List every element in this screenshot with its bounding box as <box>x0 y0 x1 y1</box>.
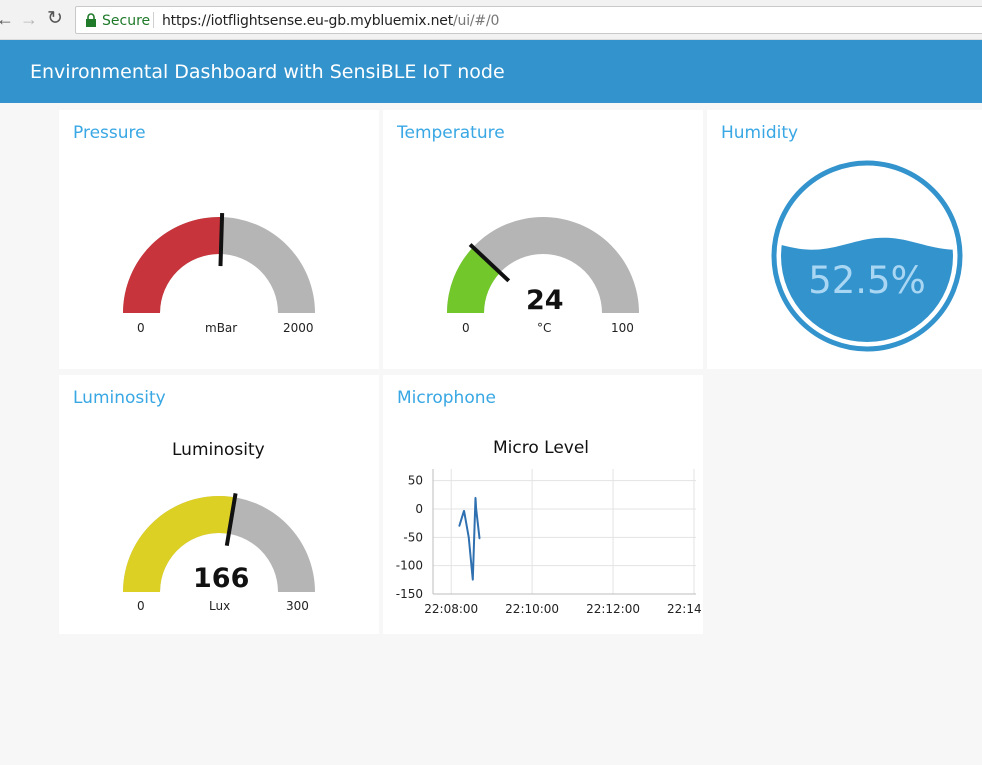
card-title-temperature: Temperature <box>397 123 505 143</box>
luminosity-unit-label: Lux <box>209 599 231 613</box>
micro-level-point <box>478 537 481 540</box>
address-separator <box>153 12 154 28</box>
temperature-unit-label: °C <box>537 321 552 335</box>
micro-level-point <box>474 496 477 499</box>
card-title-microphone: Microphone <box>397 388 496 408</box>
humidity-liquid-gauge: 52.5% <box>771 160 963 352</box>
pressure-gauge <box>123 212 315 313</box>
y-tick-label: -150 <box>396 587 423 601</box>
humidity-value: 52.5% <box>808 259 926 302</box>
secure-label: Secure <box>102 13 151 29</box>
pressure-card: Pressure 0 mBar 2000 <box>59 110 379 369</box>
pressure-gauge-fill <box>123 217 223 313</box>
pressure-unit-label: mBar <box>205 321 238 335</box>
pressure-min-label: 0 <box>137 321 145 335</box>
chart-title: Micro Level <box>493 438 590 458</box>
url-text[interactable]: https://iotflightsense.eu-gb.mybluemix.n… <box>162 13 499 29</box>
micro-level-point <box>463 509 465 512</box>
micro-level-point <box>475 508 477 510</box>
luminosity-min-label: 0 <box>137 599 145 613</box>
humidity-liquid-fill <box>781 237 953 342</box>
browser-toolbar: ← → ↻ Secure https://iotflightsense.eu-g… <box>0 0 982 40</box>
card-title-pressure: Pressure <box>73 123 146 143</box>
temperature-value: 24 <box>526 285 564 316</box>
humidity-card: Humidity 52.5% <box>707 110 982 369</box>
card-title-humidity: Humidity <box>721 123 799 143</box>
luminosity-card: Luminosity Luminosity 166 0 Lux 300 <box>59 375 379 634</box>
app-header: Environmental Dashboard with SensiBLE Io… <box>0 40 982 103</box>
url-path: /ui/#/0 <box>453 13 500 29</box>
app-title: Environmental Dashboard with SensiBLE Io… <box>30 61 505 83</box>
temperature-gauge-track <box>447 217 639 313</box>
temperature-max-label: 100 <box>611 321 634 335</box>
lock-icon <box>86 13 96 27</box>
x-tick-label: 22:14:00 <box>667 602 703 616</box>
microphone-card: Microphone Micro Level 50 0 -50 -100 -150 22:… <box>383 375 703 634</box>
x-tick-label: 22:12:00 <box>586 602 640 616</box>
micro-level-point <box>458 525 461 527</box>
x-tick-label: 22:08:00 <box>424 602 478 616</box>
pressure-max-label: 2000 <box>283 321 314 335</box>
temperature-min-label: 0 <box>462 321 470 335</box>
luminosity-gauge-title: Luminosity <box>172 440 265 460</box>
humidity-ring <box>771 160 963 352</box>
back-arrow-icon[interactable]: ← <box>0 9 14 29</box>
micro-level-series-line <box>458 497 481 580</box>
luminosity-gauge <box>123 493 315 592</box>
y-tick-label: 0 <box>415 502 423 516</box>
luminosity-max-label: 300 <box>286 599 309 613</box>
luminosity-value: 166 <box>193 563 250 594</box>
forward-arrow-icon[interactable]: → <box>20 9 38 29</box>
y-tick-label: -50 <box>403 530 423 544</box>
url-host: https://iotflightsense.eu-gb.mybluemix.n… <box>162 13 454 29</box>
y-tick-label: -100 <box>396 559 423 573</box>
card-title-luminosity: Luminosity <box>73 388 166 408</box>
micro-level-point <box>471 579 474 581</box>
temperature-gauge-fill <box>447 247 500 313</box>
luminosity-gauge-needle <box>224 493 238 546</box>
y-tick-label: 50 <box>408 474 423 488</box>
micro-level-point <box>467 536 470 539</box>
reload-icon[interactable]: ↻ <box>47 8 63 29</box>
luminosity-gauge-fill <box>123 496 235 592</box>
temperature-card: Temperature 24 0 °C 100 <box>383 110 703 369</box>
x-tick-label: 22:10:00 <box>505 602 559 616</box>
pressure-gauge-needle <box>218 212 225 267</box>
address-bar[interactable]: Secure https://iotflightsense.eu-gb.mybl… <box>75 6 982 34</box>
temperature-gauge <box>447 217 639 313</box>
temperature-gauge-needle <box>468 243 511 283</box>
